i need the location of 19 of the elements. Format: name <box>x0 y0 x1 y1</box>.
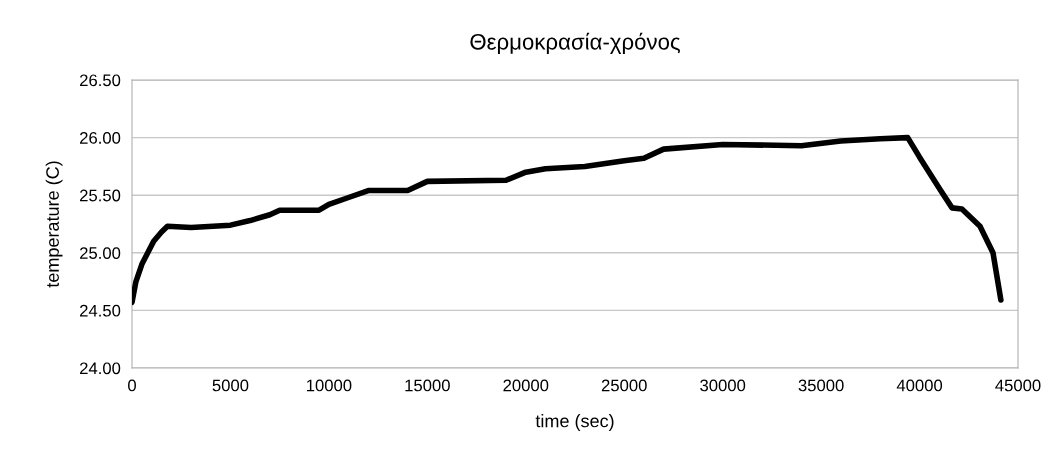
x-tick-label: 15000 <box>405 379 450 392</box>
y-axis-title: temperature (C) <box>45 161 63 288</box>
chart-title: Θερμοκρασία-χρόνος <box>470 32 680 55</box>
y-tick-label: 26.00 <box>80 132 121 144</box>
y-tick-label: 25.50 <box>80 189 121 202</box>
y-tick-label: 25.00 <box>80 247 121 259</box>
x-tick-label: 5000 <box>212 379 249 392</box>
x-tick-label: 30000 <box>700 379 746 392</box>
y-tick-label: 24.00 <box>80 362 121 375</box>
x-tick-label: 45000 <box>995 379 1041 392</box>
x-tick-label: 0 <box>128 379 136 392</box>
x-tick-label: 35000 <box>798 379 844 392</box>
x-axis-title: time (sec) <box>535 414 614 431</box>
x-tick-label: 20000 <box>503 379 549 392</box>
x-tick-label: 10000 <box>306 379 352 392</box>
x-tick-label: 40000 <box>896 379 943 392</box>
x-tick-label: 25000 <box>601 379 647 392</box>
y-tick-label: 26.50 <box>80 74 121 87</box>
y-tick-label: 24.50 <box>80 304 121 317</box>
